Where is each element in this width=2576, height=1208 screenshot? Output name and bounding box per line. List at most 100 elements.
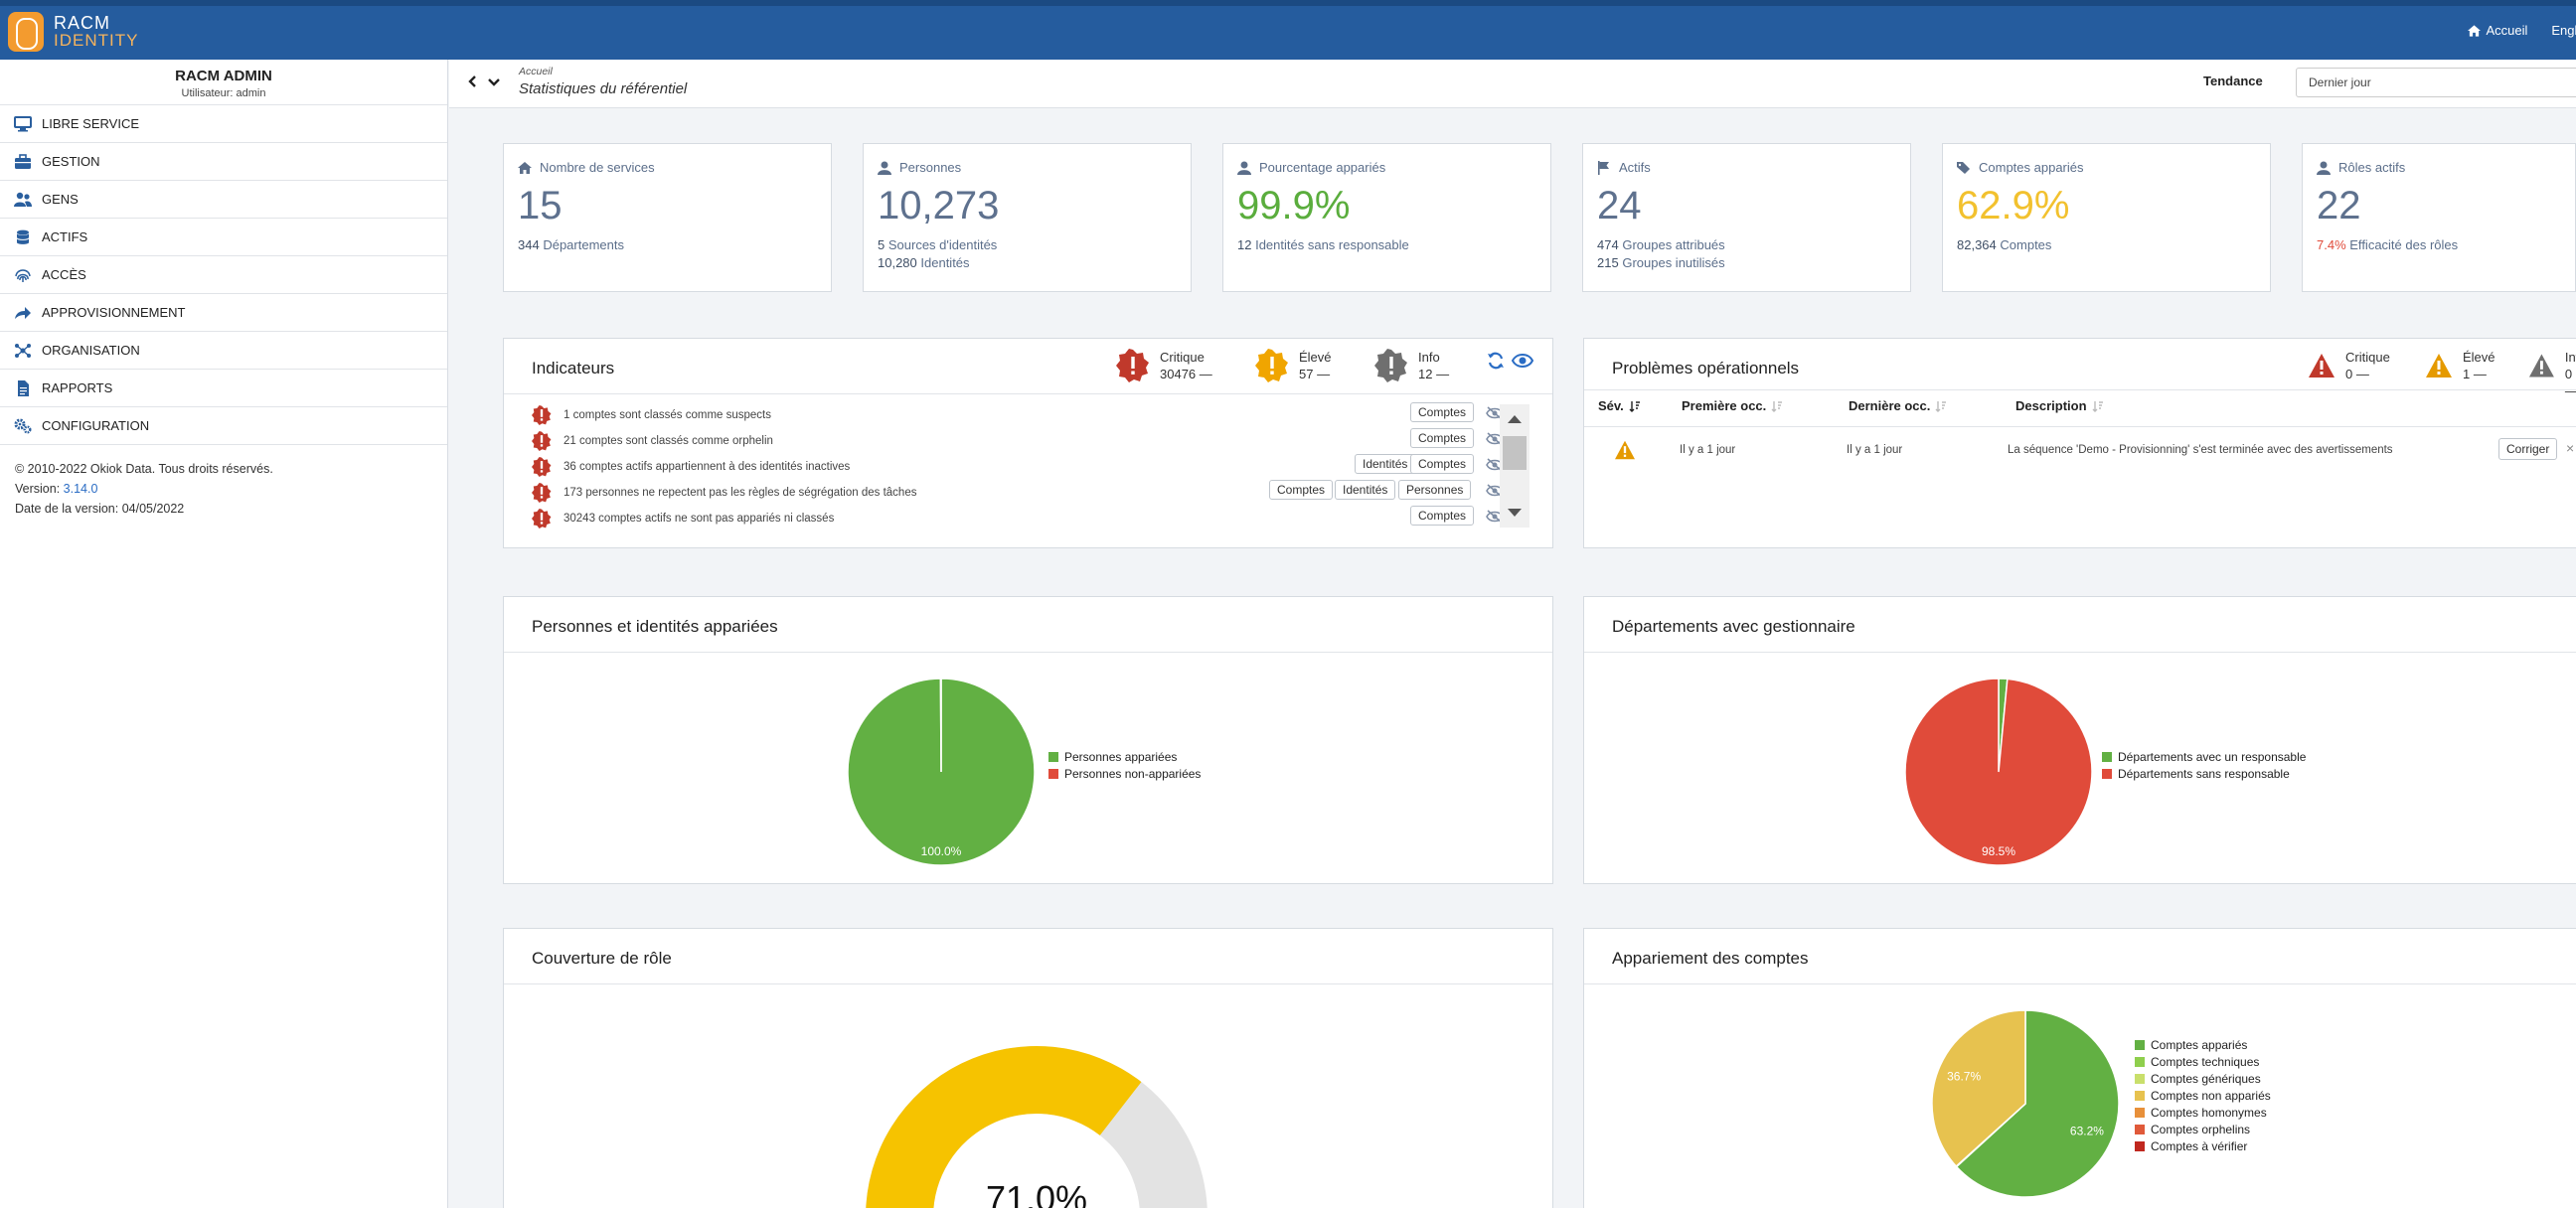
legend-item[interactable]: Départements sans responsable — [2102, 765, 2306, 782]
tag-comptes[interactable]: Comptes — [1269, 480, 1334, 500]
legend-item[interactable]: Comptes homonymes — [2135, 1104, 2271, 1121]
language-switch[interactable]: English — [2551, 23, 2576, 38]
home-label: Accueil — [2486, 23, 2528, 38]
column-last-occurrence[interactable]: Dernière occ. — [1849, 398, 1947, 413]
breadcrumb-root[interactable]: Accueil — [519, 66, 553, 77]
indicator-row[interactable]: 36 comptes actifs appartiennent à des id… — [532, 454, 1526, 480]
scroll-thumb[interactable] — [1503, 436, 1527, 470]
close-icon[interactable]: × — [2566, 440, 2575, 456]
nav-gestion[interactable]: GESTION — [0, 143, 447, 181]
tag-comptes[interactable]: Comptes — [1410, 454, 1475, 474]
nav-rapports[interactable]: RAPPORTS — [0, 370, 447, 407]
nav-approvisionnement[interactable]: APPROVISIONNEMENT — [0, 294, 447, 332]
legend-item[interactable]: Personnes appariées — [1048, 748, 1201, 765]
chevron-down-icon[interactable] — [487, 75, 501, 88]
info-summary[interactable]: Info 12 — — [1374, 349, 1449, 382]
high-summary[interactable]: Élevé 57 — — [1255, 349, 1332, 382]
critical-badge-icon — [532, 483, 552, 503]
nav-acces[interactable]: ACCÈS — [0, 256, 447, 294]
op-critical-summary[interactable]: Critique 0 — — [2308, 349, 2390, 382]
pie-slice[interactable] — [939, 678, 942, 773]
nav-configuration[interactable]: CONFIGURATION — [0, 407, 447, 445]
critical-summary[interactable]: Critique 30476 — — [1116, 349, 1212, 382]
nav-label: ORGANISATION — [42, 343, 140, 358]
op-info-count: 0 — — [2564, 367, 2576, 398]
pie-slice[interactable] — [1904, 678, 2093, 866]
tag-identites[interactable]: Identités — [1335, 480, 1396, 500]
column-label: Sév. — [1598, 398, 1624, 413]
column-label: Dernière occ. — [1849, 398, 1931, 413]
legend-swatch — [2102, 768, 2112, 779]
tag-comptes[interactable]: Comptes — [1410, 428, 1475, 448]
legend-item[interactable]: Personnes non-appariées — [1048, 765, 1201, 782]
legend-swatch — [1048, 751, 1058, 762]
tag-comptes[interactable]: Comptes — [1410, 506, 1475, 526]
card-roles: Rôles actifs 22 7.4% Efficacité des rôle… — [2302, 143, 2576, 292]
indicator-row[interactable]: 21 comptes sont classés comme orphelin C… — [532, 428, 1526, 454]
indicators-scrollbar[interactable] — [1500, 404, 1530, 528]
card-value: 10,273 — [878, 184, 1000, 227]
legend-item[interactable]: Comptes techniques — [2135, 1053, 2271, 1070]
legend-item[interactable]: Comptes non appariés — [2135, 1087, 2271, 1104]
sort-icon — [1935, 400, 1947, 412]
indicator-row[interactable]: 1 comptes sont classés comme suspects Co… — [532, 402, 1526, 428]
op-info-summary[interactable]: Info 0 — — [2528, 349, 2576, 399]
indicator-row[interactable]: 173 personnes ne repectent pas les règle… — [532, 480, 1526, 506]
card-actifs: Actifs 24 474 Groupes attribués 215 Group… — [1582, 143, 1911, 292]
tag-personnes[interactable]: Personnes — [1398, 480, 1472, 500]
panel-title: Problèmes opérationnels — [1612, 359, 1800, 378]
nav-gens[interactable]: GENS — [0, 181, 447, 219]
pie-slice[interactable] — [1931, 1009, 2026, 1168]
nav-organisation[interactable]: ORGANISATION — [0, 332, 447, 370]
legend-label: Départements avec un responsable — [2118, 749, 2307, 764]
legend-item[interactable]: Comptes à vérifier — [2135, 1137, 2271, 1154]
legend-item[interactable]: Comptes orphelins — [2135, 1121, 2271, 1137]
column-description[interactable]: Description — [2015, 398, 2104, 413]
nav-label: APPROVISIONNEMENT — [42, 305, 186, 320]
fix-button[interactable]: Corriger — [2498, 438, 2558, 460]
tag-comptes[interactable]: Comptes — [1410, 402, 1475, 422]
op-high-summary[interactable]: Élevé 1 — — [2425, 349, 2496, 382]
card-sub-number: 82,364 — [1957, 237, 1997, 252]
role-coverage-gauge: 71.0%0100 — [866, 1046, 1208, 1208]
trend-select[interactable]: Dernier jour — [2296, 68, 2576, 97]
version-link[interactable]: 3.14.0 — [63, 482, 98, 496]
indicator-text: 21 comptes sont classés comme orphelin — [564, 435, 773, 447]
card-sub-text: Identités sans responsable — [1255, 237, 1409, 252]
column-severity[interactable]: Sév. — [1598, 398, 1641, 413]
indicator-row[interactable]: 30243 comptes actifs ne sont pas apparié… — [532, 506, 1526, 531]
nav-libre-service[interactable]: LIBRE SERVICE — [0, 105, 447, 143]
card-personnes: Personnes 10,273 5 Sources d'identités 10… — [863, 143, 1192, 292]
app-logo[interactable]: RACM IDENTITY — [8, 12, 138, 52]
legend-item[interactable]: Comptes génériques — [2135, 1070, 2271, 1087]
column-first-occurrence[interactable]: Première occ. — [1682, 398, 1783, 413]
legend-label: Comptes génériques — [2151, 1071, 2261, 1086]
fingerprint-icon — [15, 268, 31, 282]
eye-icon[interactable] — [1512, 352, 1533, 370]
warning-icon — [1615, 440, 1635, 460]
tag-identites[interactable]: Identités — [1355, 454, 1416, 474]
scroll-up-icon[interactable] — [1508, 414, 1522, 424]
pie-slice[interactable] — [1955, 1009, 2120, 1198]
chevron-left-icon[interactable] — [466, 75, 480, 88]
legend-item[interactable]: Départements avec un responsable — [2102, 748, 2306, 765]
card-sub-number: 474 — [1597, 237, 1619, 252]
scroll-down-icon[interactable] — [1508, 508, 1522, 518]
gears-icon — [14, 418, 32, 433]
indicator-text: 173 personnes ne repectent pas les règle… — [564, 487, 917, 499]
refresh-icon[interactable] — [1486, 351, 1506, 371]
version-label: Version: — [15, 482, 61, 496]
legend-swatch — [2135, 1107, 2145, 1118]
home-link[interactable]: Accueil — [2468, 23, 2527, 38]
card-title: Pourcentage appariés — [1259, 160, 1386, 175]
nav-label: GENS — [42, 192, 79, 207]
last-occurrence: Il y a 1 jour — [1847, 444, 1903, 456]
nav-actifs[interactable]: ACTIFS — [0, 219, 447, 256]
card-sub-text: Identités — [920, 255, 970, 270]
card-pourcentage: Pourcentage appariés 99.9% 12 Identités … — [1222, 143, 1551, 292]
nav-label: GESTION — [42, 154, 100, 169]
legend-item[interactable]: Comptes appariés — [2135, 1036, 2271, 1053]
tags-icon — [1957, 161, 1970, 174]
card-title: Comptes appariés — [1979, 160, 2084, 175]
sidebar-footer: © 2010-2022 Okiok Data. Tous droits rése… — [0, 445, 447, 519]
